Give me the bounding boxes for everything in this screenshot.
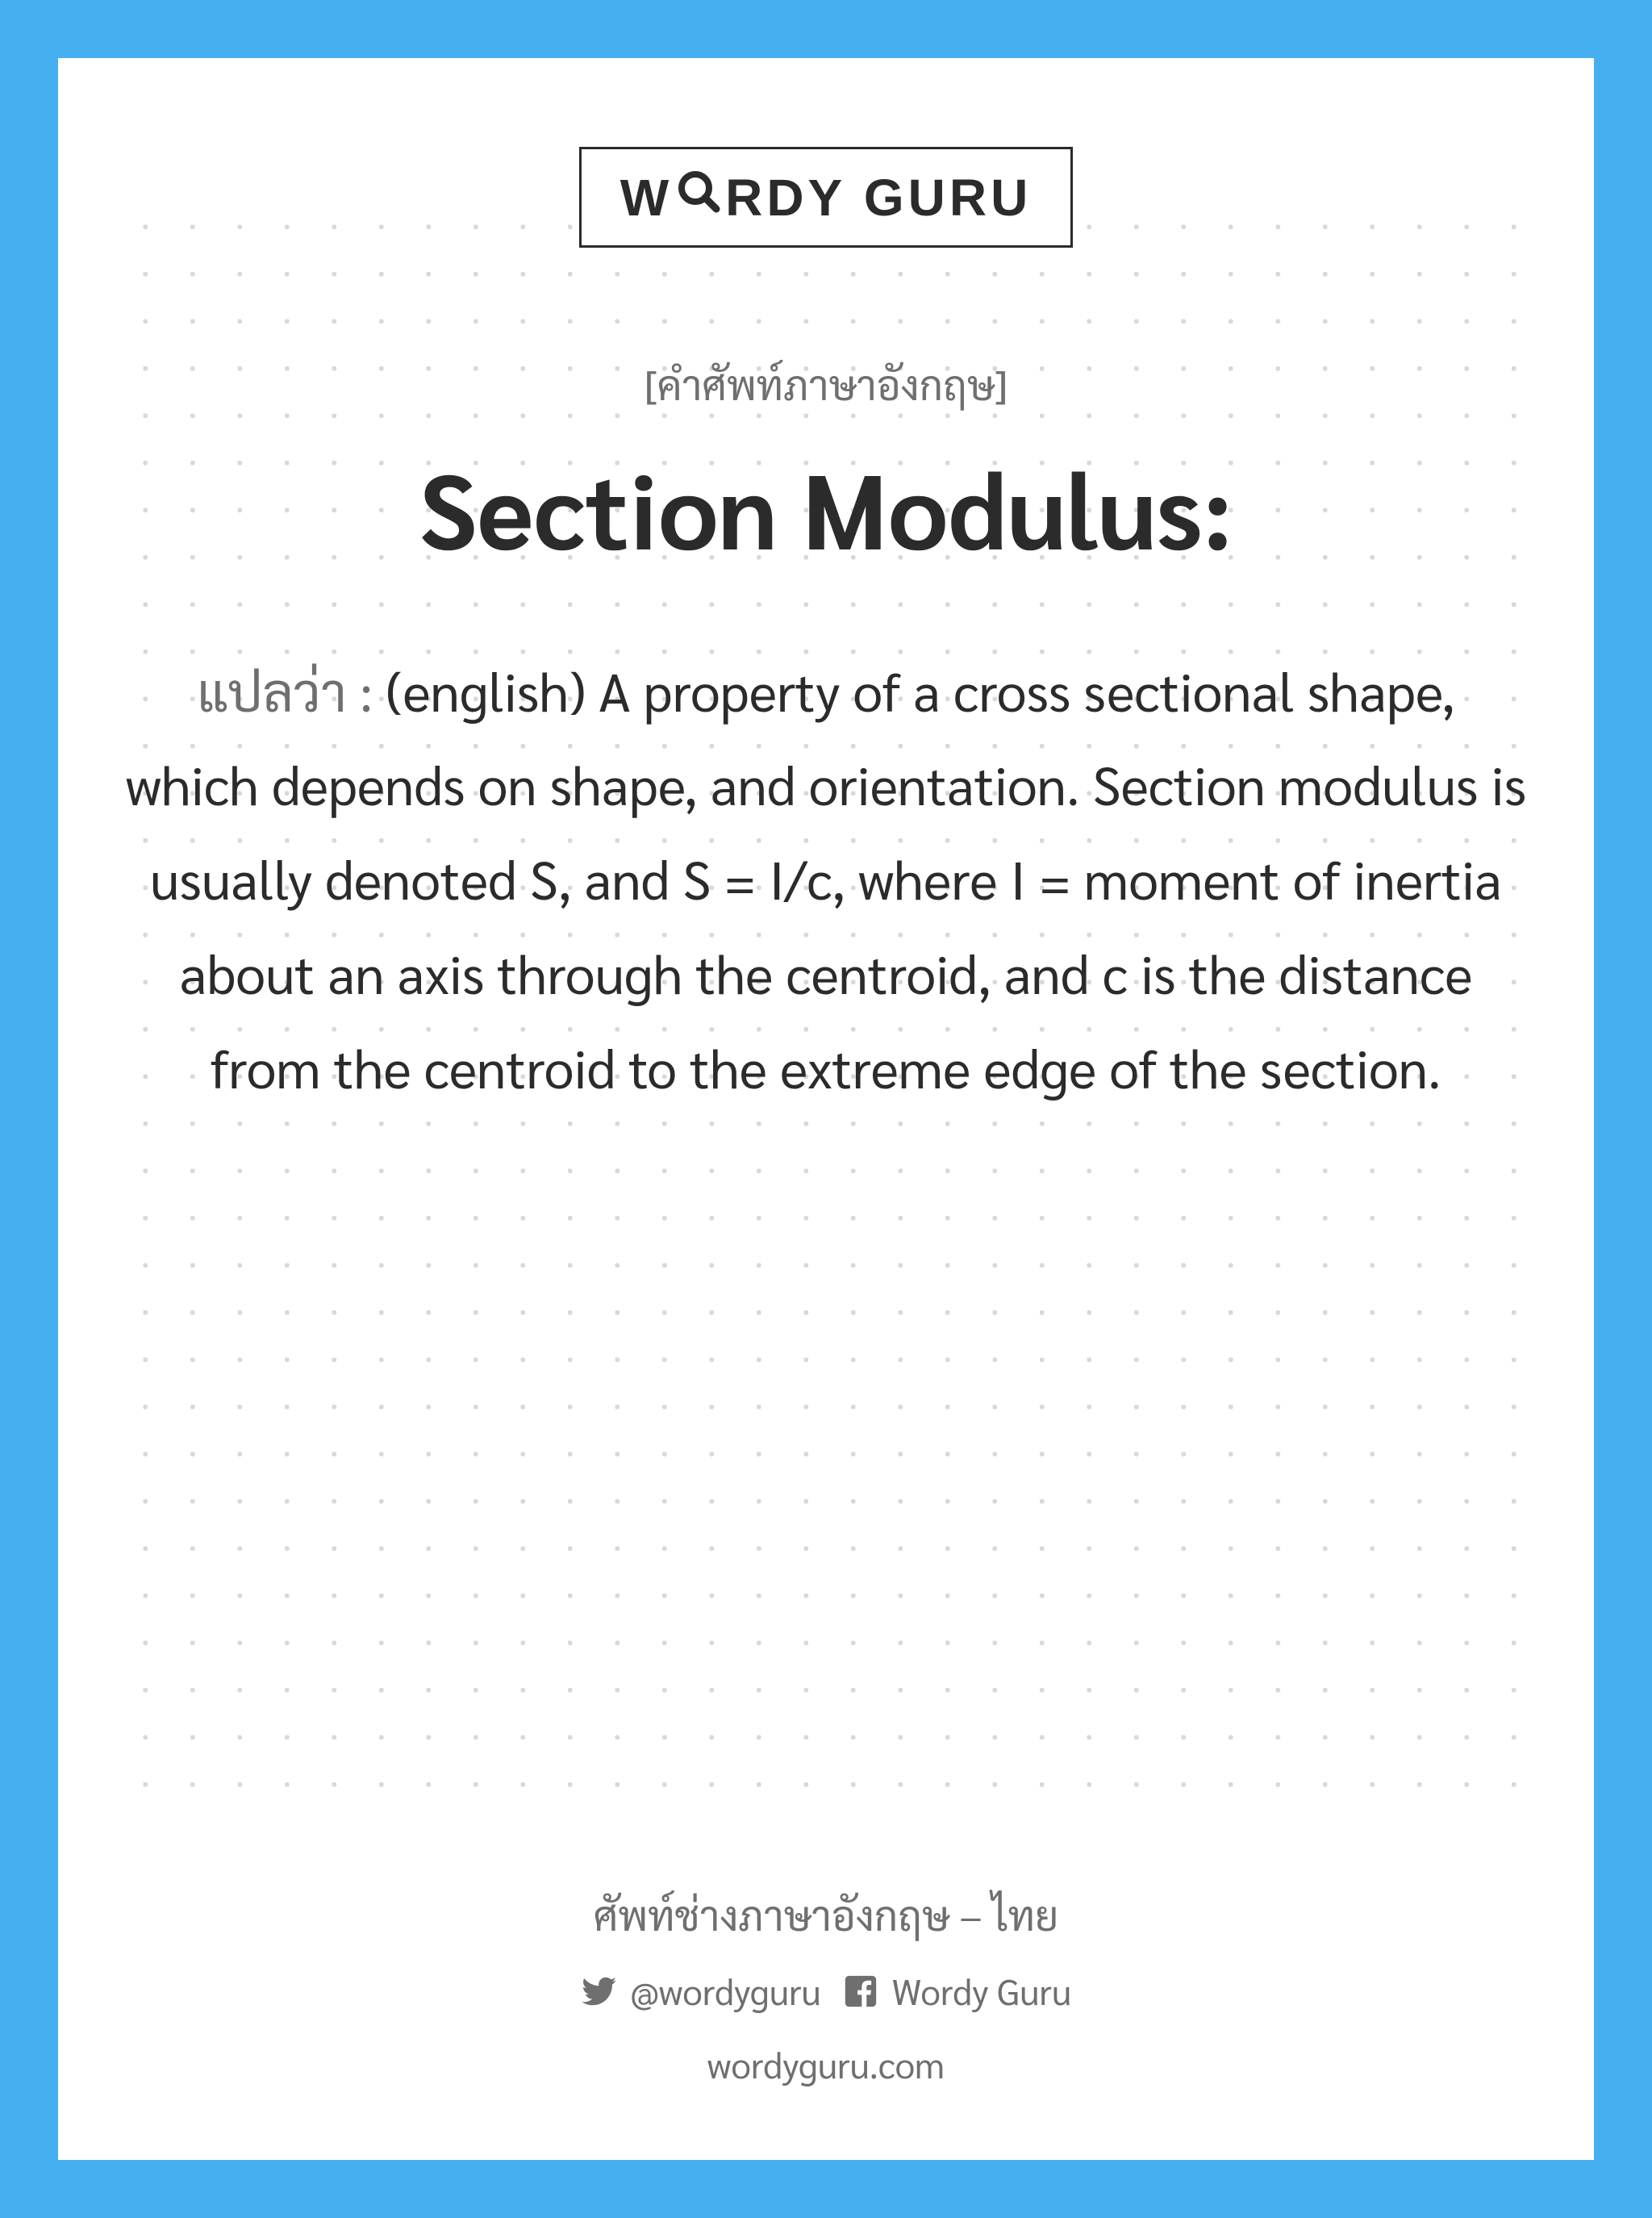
frame: W RDY GURU [คำศัพท์ภาษาอังกฤษ] Section M… xyxy=(0,0,1652,2218)
logo-text: W RDY GURU xyxy=(620,167,1032,228)
website: wordyguru.com xyxy=(707,2041,945,2087)
card: W RDY GURU [คำศัพท์ภาษาอังกฤษ] Section M… xyxy=(58,58,1594,2160)
facebook-icon xyxy=(842,1973,879,2010)
subtitle: [คำศัพท์ภาษาอังกฤษ] xyxy=(645,357,1007,410)
magnifier-icon xyxy=(674,167,723,228)
facebook-handle: Wordy Guru xyxy=(892,1968,1071,2014)
term-heading: Section Modulus: xyxy=(419,446,1233,567)
logo-word-left: W xyxy=(620,168,673,228)
twitter-icon xyxy=(581,1973,618,2010)
logo-box: W RDY GURU xyxy=(579,147,1074,248)
definition-label: แปลว่า : xyxy=(197,656,386,725)
footer: ศัพท์ช่างภาษาอังกฤษ – ไทย @wordyguru Wor… xyxy=(106,1887,1546,2087)
definition-block: แปลว่า : (english) A property of a cross… xyxy=(124,644,1528,1115)
socials-row: @wordyguru Wordy Guru xyxy=(581,1968,1071,2014)
twitter-item: @wordyguru xyxy=(581,1968,821,2014)
logo-word-right: RDY GURU xyxy=(725,168,1032,228)
content-stack: W RDY GURU [คำศัพท์ภาษาอังกฤษ] Section M… xyxy=(106,147,1546,1887)
footer-title: ศัพท์ช่างภาษาอังกฤษ – ไทย xyxy=(594,1887,1059,1940)
twitter-handle: @wordyguru xyxy=(631,1968,821,2014)
facebook-item: Wordy Guru xyxy=(842,1968,1071,2014)
